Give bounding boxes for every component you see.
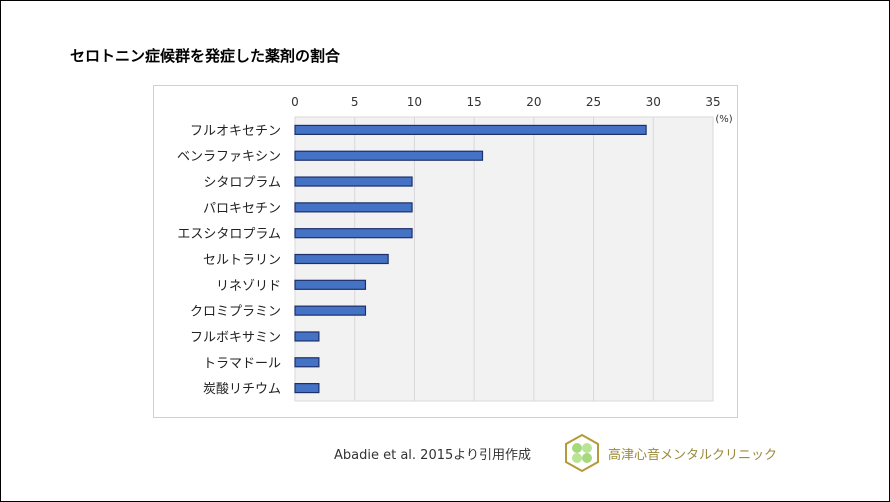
x-tick-label: 30 xyxy=(646,95,661,109)
category-label: セルトラリン xyxy=(203,253,281,268)
category-label: リネゾリド xyxy=(216,279,281,294)
clinic-logo-icon xyxy=(565,433,599,473)
bar xyxy=(294,279,367,290)
x-tick-label: 15 xyxy=(467,95,482,109)
bar xyxy=(294,124,647,136)
x-tick-label: 25 xyxy=(586,95,601,109)
bar xyxy=(294,331,320,342)
unit-label: (%) xyxy=(715,114,732,125)
category-label: エスシタロプラム xyxy=(177,227,281,242)
category-label: ベンラファキシン xyxy=(177,150,281,165)
category-label: シタロプラム xyxy=(203,176,281,191)
clinic-name: 高津心音メンタルクリニック xyxy=(608,448,778,463)
bar xyxy=(294,202,413,213)
category-label: クロミプラミン xyxy=(190,305,281,320)
bar xyxy=(294,382,320,394)
page-title: セロトニン症候群を発症した薬剤の割合 xyxy=(70,47,341,65)
category-label: フルボキサミン xyxy=(190,330,281,345)
x-tick-label: 0 xyxy=(291,95,299,109)
x-tick-label: 5 xyxy=(351,95,359,109)
x-tick-label: 20 xyxy=(526,95,541,109)
category-label: フルオキセチン xyxy=(190,124,281,139)
x-tick-label: 10 xyxy=(407,95,422,109)
x-tick-label: 35 xyxy=(705,95,720,109)
category-label: パロキセチン xyxy=(203,201,281,216)
bar xyxy=(294,357,320,368)
source-citation: Abadie et al. 2015より引用作成 xyxy=(334,448,531,463)
category-label: トラマドール xyxy=(203,356,281,371)
bar xyxy=(294,228,413,239)
category-label: 炭酸リチウム xyxy=(203,382,281,397)
bar xyxy=(294,305,367,316)
bar xyxy=(294,176,413,187)
bar xyxy=(294,150,484,161)
bar xyxy=(294,253,389,265)
